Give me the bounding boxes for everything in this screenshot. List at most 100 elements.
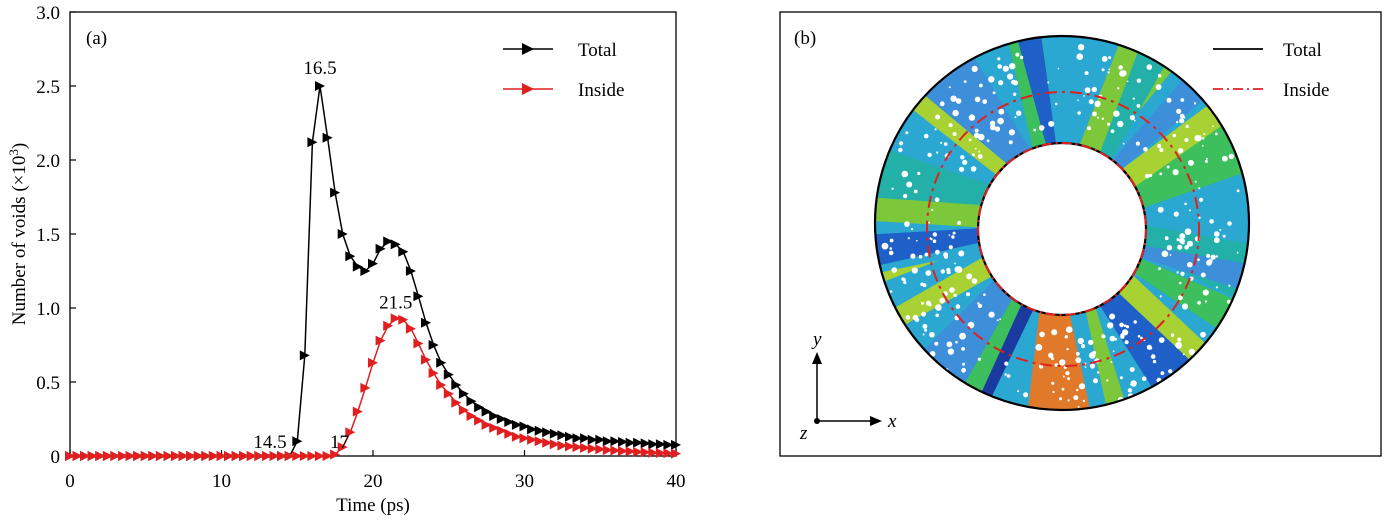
void — [1159, 295, 1162, 298]
data-point-inside — [155, 451, 166, 461]
void — [1133, 119, 1136, 122]
void — [1039, 331, 1045, 338]
void — [1004, 361, 1009, 366]
data-point-inside — [572, 442, 583, 453]
void — [1146, 64, 1153, 70]
void — [961, 347, 965, 351]
data-point-total — [458, 388, 469, 399]
void — [1160, 371, 1165, 376]
void — [1015, 52, 1020, 57]
void — [921, 311, 927, 317]
void — [1158, 267, 1161, 271]
data-point-total — [405, 266, 416, 276]
void — [1122, 329, 1129, 336]
void — [972, 153, 975, 157]
void — [939, 297, 946, 304]
void — [926, 303, 929, 306]
void — [907, 237, 910, 240]
void — [1168, 369, 1173, 374]
void — [1166, 245, 1173, 251]
data-point-inside — [299, 451, 310, 461]
void — [1201, 145, 1204, 147]
void — [1213, 237, 1220, 244]
data-point-inside — [315, 451, 325, 461]
void — [952, 109, 959, 117]
void — [961, 367, 966, 373]
void — [1177, 244, 1183, 250]
data-point-inside — [231, 451, 242, 461]
data-point-inside — [193, 451, 204, 461]
void — [1184, 137, 1189, 143]
void — [952, 231, 956, 235]
void — [1182, 353, 1185, 356]
void — [1184, 245, 1189, 250]
data-point-total — [519, 421, 530, 432]
data-point-total — [413, 291, 424, 302]
data-point-total — [648, 439, 659, 450]
void — [1219, 228, 1222, 231]
y-tick-label: 3.0 — [36, 3, 60, 24]
void — [1038, 125, 1045, 131]
data-point-total — [307, 137, 318, 148]
void — [1176, 271, 1179, 274]
void — [1023, 392, 1029, 398]
data-point-total — [390, 239, 401, 250]
data-point-total — [451, 380, 462, 390]
legend-b: Total Inside — [1213, 40, 1329, 101]
void — [974, 132, 980, 139]
void — [932, 232, 938, 237]
void — [1047, 81, 1050, 84]
data-point-inside — [496, 425, 507, 436]
void — [983, 293, 986, 297]
void — [1197, 300, 1201, 305]
x-axis: 0 10 20 30 40 — [65, 450, 686, 492]
void — [1088, 99, 1094, 105]
void — [1152, 359, 1157, 364]
void — [920, 282, 924, 287]
void — [906, 181, 913, 188]
data-point-inside — [262, 451, 272, 461]
x-arrowhead-icon — [870, 416, 882, 426]
y-tick-label: 1.5 — [36, 225, 60, 246]
void — [974, 128, 979, 133]
void — [1132, 97, 1135, 100]
void — [1077, 44, 1085, 51]
data-point-total — [383, 236, 394, 247]
void — [1136, 78, 1142, 83]
data-point-total — [337, 229, 348, 239]
void — [905, 315, 911, 320]
void — [1089, 363, 1096, 369]
void — [1113, 110, 1120, 117]
data-point-inside — [171, 451, 182, 461]
void — [936, 151, 939, 154]
void — [1198, 216, 1201, 219]
void — [1141, 376, 1147, 382]
data-point-inside — [436, 380, 447, 390]
void — [1179, 281, 1182, 285]
data-point-inside — [648, 447, 659, 458]
data-point-total — [504, 417, 515, 427]
data-point-inside — [549, 439, 560, 450]
void — [1149, 346, 1153, 350]
void — [928, 221, 930, 224]
void — [1007, 73, 1014, 80]
void — [959, 332, 966, 340]
void — [1051, 329, 1058, 336]
data-point-inside — [110, 451, 121, 461]
void — [928, 303, 932, 307]
void — [930, 237, 933, 241]
void — [911, 267, 918, 274]
void — [889, 290, 893, 293]
void — [1033, 128, 1037, 132]
void — [1067, 399, 1070, 402]
x-tick-label: 20 — [364, 471, 383, 492]
data-point-inside — [587, 443, 598, 454]
data-point-inside — [352, 406, 363, 417]
data-point-total — [557, 430, 568, 441]
void — [1076, 53, 1084, 60]
void — [923, 133, 929, 139]
data-point-inside — [246, 451, 257, 461]
void — [1200, 272, 1206, 278]
void — [946, 341, 953, 348]
void — [1075, 352, 1080, 356]
